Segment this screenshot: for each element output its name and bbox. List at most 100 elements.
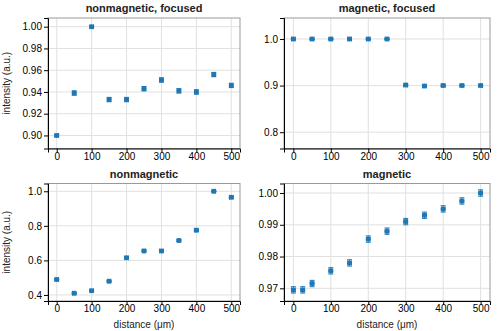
- tick-mark: [280, 132, 284, 133]
- y-error-bar: [194, 90, 199, 94]
- grid-line: [293, 184, 294, 302]
- tick-label: 0.6: [28, 255, 42, 266]
- point: [211, 72, 216, 77]
- title: magnetic, focused: [339, 2, 436, 14]
- y-error-bar: [124, 97, 129, 101]
- x-error-bar: [107, 97, 110, 102]
- title: nonmagnetic: [110, 168, 178, 180]
- tick-label: 500: [473, 151, 490, 162]
- grid-line: [284, 193, 490, 194]
- point: [54, 277, 59, 282]
- grid-line: [161, 184, 162, 302]
- point: [478, 191, 483, 196]
- tick-label: 1.00: [23, 21, 43, 32]
- x-error-bar: [142, 248, 145, 253]
- y-error-bar: [403, 218, 408, 224]
- x-axis: 0100200300400500: [285, 149, 491, 162]
- tick: 0.96: [23, 65, 48, 76]
- y-axis: 0.970.980.991.00: [259, 184, 285, 302]
- tick: 100: [84, 301, 101, 314]
- x-error-bar: [72, 91, 75, 96]
- grid-line: [284, 256, 490, 257]
- x-error-bar: [125, 97, 128, 102]
- tick: 0.99: [259, 219, 284, 230]
- point: [310, 36, 315, 41]
- tick-mark: [280, 86, 284, 87]
- tick-label: 500: [473, 303, 490, 314]
- point: [459, 83, 464, 88]
- tick-label: 0.94: [23, 87, 43, 98]
- x-error-bar: [212, 72, 215, 77]
- grid-line: [196, 184, 197, 302]
- tick: 400: [189, 301, 206, 314]
- tick: 0.98: [23, 43, 48, 54]
- tick: 100: [323, 149, 340, 162]
- tick-label: 300: [154, 303, 171, 314]
- tick-mark: [280, 257, 284, 258]
- plot-frame: [48, 184, 240, 302]
- y-axis-title: intensity (a.u.): [1, 211, 12, 274]
- point: [366, 36, 371, 41]
- grid: [284, 184, 490, 302]
- point: [459, 198, 464, 203]
- x-error-bar: [423, 213, 427, 218]
- tick-label: 400: [189, 303, 206, 314]
- y-axis: 0.900.920.940.960.981.00: [23, 19, 49, 150]
- tick-label: 200: [119, 151, 136, 162]
- point: [441, 206, 446, 211]
- x-error-bar: [423, 84, 427, 89]
- x-error-bar: [441, 83, 445, 88]
- plot-frame: [48, 18, 240, 149]
- grid-line: [196, 18, 197, 149]
- tick: 0: [291, 301, 297, 314]
- x-error-bar: [366, 36, 370, 41]
- tick-label: 300: [154, 151, 171, 162]
- y-axis: 0.40.60.81.0: [28, 184, 48, 302]
- point: [142, 248, 147, 253]
- grid-line: [48, 48, 240, 49]
- axis-line: [285, 302, 491, 306]
- grid-line: [480, 184, 481, 302]
- point: [194, 228, 199, 233]
- grid: [48, 18, 240, 149]
- y-error-bar: [328, 268, 333, 274]
- tick-mark: [280, 225, 284, 226]
- x-error-bar: [90, 24, 93, 29]
- marks: [54, 189, 234, 296]
- y-error-bar: [478, 190, 483, 196]
- grid-line: [231, 184, 232, 302]
- grid-line: [48, 26, 240, 27]
- y-error-bar: [229, 83, 234, 87]
- x-error-bar: [348, 36, 352, 41]
- point: [211, 189, 216, 194]
- tick: 0: [54, 149, 60, 162]
- tick-label: 0: [291, 151, 297, 162]
- tick: 1.00: [23, 21, 48, 32]
- point: [142, 86, 147, 91]
- tick: 400: [189, 149, 206, 162]
- y-axis: 0.80.91.0: [264, 19, 284, 150]
- x-error-bar: [160, 248, 163, 253]
- grid-line: [48, 70, 240, 71]
- tick: 200: [360, 301, 377, 314]
- point: [124, 97, 129, 102]
- grid-line: [48, 225, 240, 226]
- tick-label: 0.98: [259, 251, 279, 262]
- x-error-bar: [160, 77, 163, 82]
- tick-mark: [44, 226, 48, 227]
- grid-line: [48, 294, 240, 295]
- tick: 0: [54, 301, 60, 314]
- point: [385, 229, 390, 234]
- x-error-bar: [329, 36, 333, 41]
- x-error-bar: [479, 83, 483, 88]
- point: [403, 83, 408, 88]
- y-error-bar: [142, 87, 147, 91]
- grid-line: [91, 18, 92, 149]
- tick-label: 0: [54, 303, 60, 314]
- x-error-bar: [291, 36, 295, 41]
- tick: 500: [473, 301, 490, 314]
- x-error-bar: [230, 83, 233, 88]
- point: [89, 24, 94, 29]
- point: [229, 195, 234, 200]
- point: [229, 83, 234, 88]
